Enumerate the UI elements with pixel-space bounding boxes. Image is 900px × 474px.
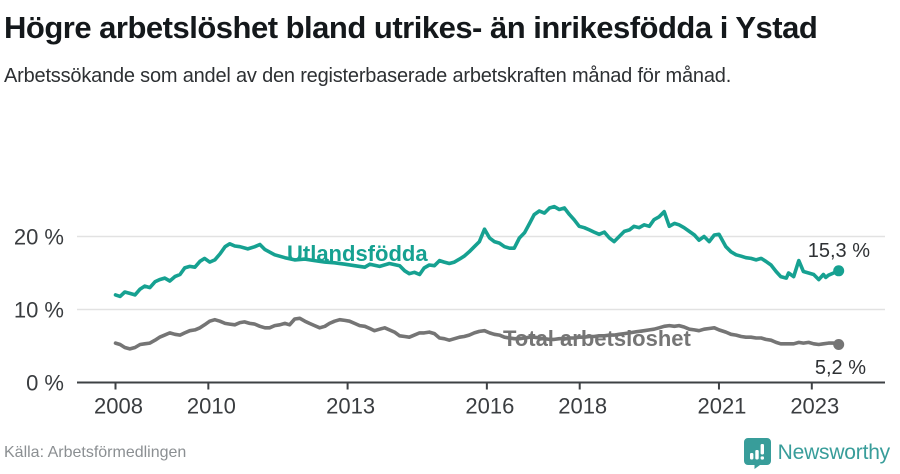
source-note: Källa: Arbetsförmedlingen xyxy=(4,444,187,461)
page-title: Högre arbetslöshet bland utrikes- än inr… xyxy=(4,10,818,45)
series-label-0: Utlandsfödda xyxy=(287,241,428,266)
newsworthy-logo-icon xyxy=(743,437,771,469)
logo-exclamation-stem xyxy=(760,443,764,454)
end-value-label-1: 5,2 % xyxy=(815,357,866,379)
series-end-dot-0 xyxy=(833,265,845,277)
x-tick-label-2023: 2023 xyxy=(790,394,839,419)
logo-bar-1 xyxy=(749,452,754,459)
end-value-label-0: 15,3 % xyxy=(808,240,870,262)
x-tick-label-2010: 2010 xyxy=(187,394,236,419)
series-line-0 xyxy=(113,204,841,299)
page-subtitle: Arbetssökande som andel av den registerb… xyxy=(4,65,732,87)
x-tick-label-2018: 2018 xyxy=(558,394,607,419)
logo-bar-2 xyxy=(754,449,759,459)
x-tick-label-2008: 2008 xyxy=(94,394,143,419)
series-end-dot-1 xyxy=(833,339,845,350)
logo-exclamation-dot xyxy=(760,455,764,460)
footer: Källa: Arbetsförmedlingen Newsworthy xyxy=(0,436,900,470)
series-label-1: Total arbetslöshet xyxy=(503,326,692,351)
y-tick-label-0: 0 % xyxy=(26,371,64,396)
y-tick-label-20: 20 % xyxy=(14,225,64,250)
x-tick-label-2013: 2013 xyxy=(326,394,375,419)
brand-name: Newsworthy xyxy=(777,441,891,464)
series-line-1 xyxy=(113,316,841,351)
x-tick-label-2016: 2016 xyxy=(465,394,514,419)
x-tick-label-2021: 2021 xyxy=(697,394,746,419)
brand: Newsworthy xyxy=(743,437,891,469)
y-tick-label-10: 10 % xyxy=(14,298,64,323)
